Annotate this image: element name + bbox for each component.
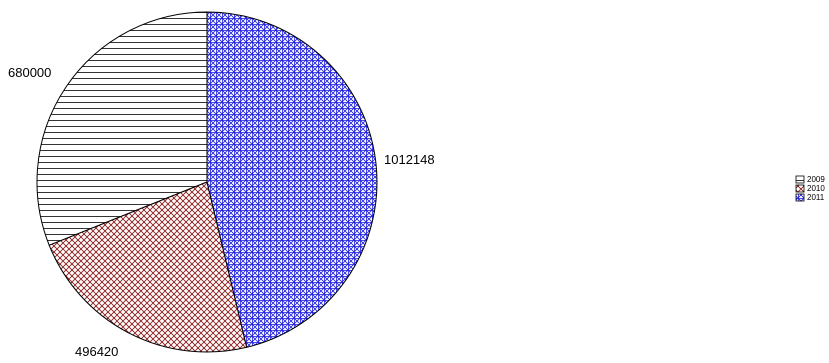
data-label-2011: 1012148 (384, 152, 435, 167)
pie-slice-2009 (36, 11, 208, 246)
legend-label-2009: 2009 (807, 175, 825, 184)
legend-label-2011: 2011 (807, 193, 825, 202)
pie-data-labels: 680000 496420 1012148 (8, 65, 435, 359)
legend-swatch-2011 (795, 193, 805, 202)
pie-slice-2010 (48, 181, 248, 353)
pie-slice-2011 (206, 11, 378, 348)
data-label-2010: 496420 (75, 344, 118, 358)
legend-label-2010: 2010 (807, 184, 825, 193)
pie-slices (36, 11, 378, 353)
data-label-2009: 680000 (8, 65, 51, 80)
legend-swatch-2010 (795, 184, 805, 193)
legend-swatch-2009 (795, 175, 805, 184)
